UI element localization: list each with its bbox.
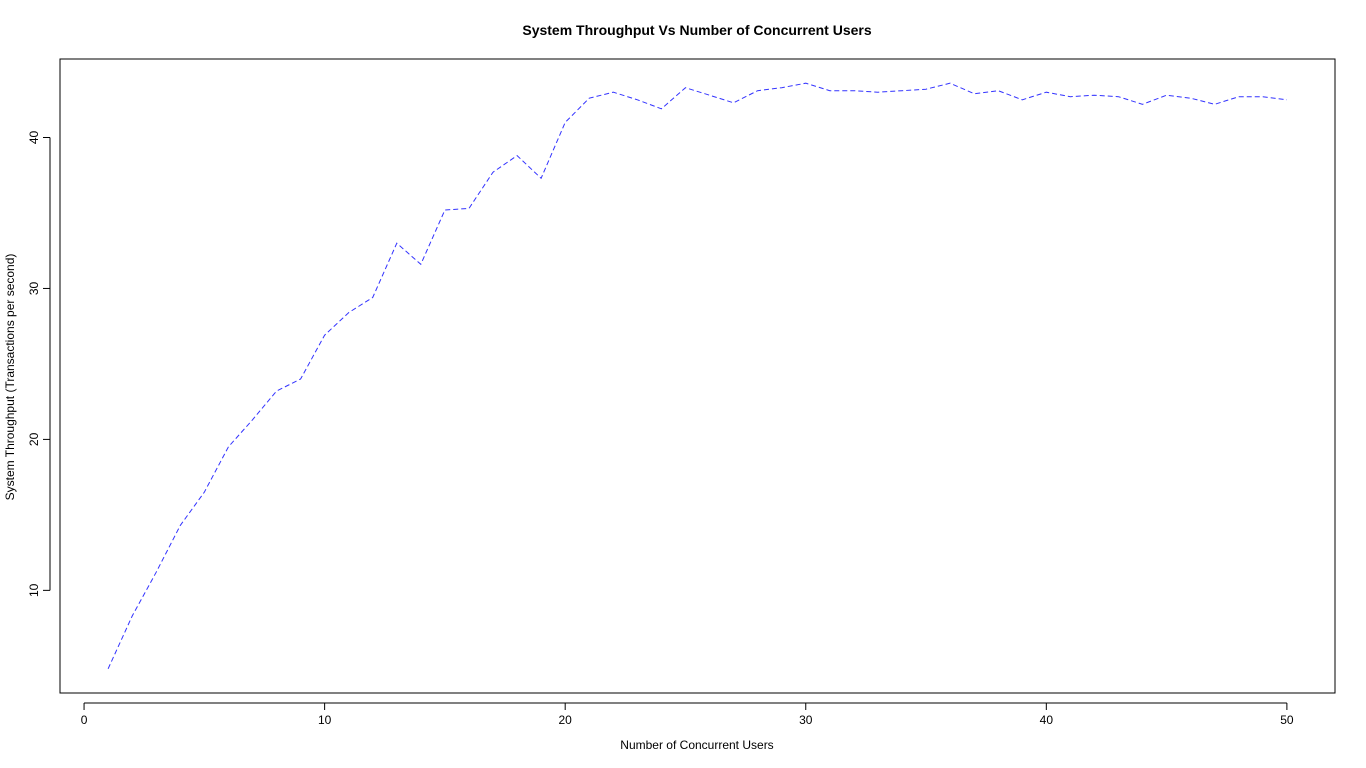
x-tick-label-0: 0	[81, 713, 88, 727]
x-axis: 0 10 20 30 40 50	[81, 702, 1294, 727]
y-tick-label-10: 10	[27, 583, 41, 597]
data-point-47	[1213, 103, 1216, 106]
x-tick-label-20: 20	[559, 713, 573, 727]
series-group	[107, 82, 1287, 670]
x-axis-label: Number of Concurrent Users	[620, 738, 773, 752]
y-axis: 10 20 30 40	[27, 131, 51, 597]
data-point-20	[564, 121, 567, 124]
x-tick-label-40: 40	[1040, 713, 1054, 727]
y-tick-label-30: 30	[27, 281, 41, 295]
series-line-throughput	[107, 82, 1287, 670]
x-tick-label-50: 50	[1280, 713, 1294, 727]
x-tick-label-10: 10	[318, 713, 332, 727]
chart-title: System Throughput Vs Number of Concurren…	[522, 22, 871, 38]
y-tick-label-20: 20	[27, 432, 41, 446]
data-point-37	[973, 92, 976, 95]
y-tick-label-40: 40	[27, 131, 41, 145]
plot-area	[59, 58, 1336, 694]
y-axis-label: System Throughput (Transactions per seco…	[3, 254, 17, 501]
x-tick-label-30: 30	[799, 713, 813, 727]
